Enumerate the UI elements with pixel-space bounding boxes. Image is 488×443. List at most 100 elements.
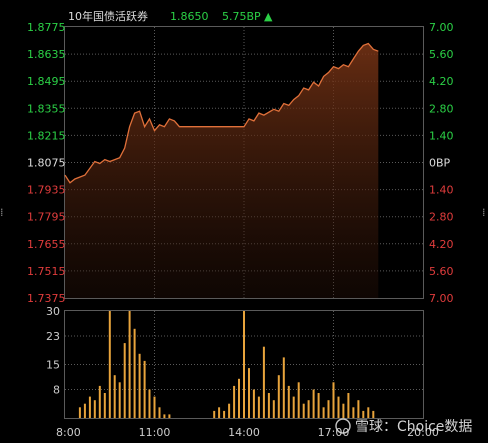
price-tick-label: 1.7795 — [27, 211, 66, 224]
bp-tick-label: 7.00 — [429, 292, 454, 305]
price-area-series — [64, 42, 379, 298]
volume-bar — [93, 400, 96, 418]
watermark: 雪球：Choice数据 — [335, 418, 472, 435]
volume-bar — [262, 346, 265, 418]
price-tick-label: 1.7935 — [27, 184, 66, 197]
watermark-text: 雪球：Choice数据 — [355, 419, 472, 435]
bp-axis-right: 7.00 5.60 4.20 2.80 1.40 0BP 1.40 2.80 4.20 5.60 7… — [429, 21, 454, 305]
time-tick-label: 14:00 — [228, 426, 260, 439]
header-change-arrow: ▲ — [264, 10, 273, 23]
volume-bar — [88, 396, 91, 418]
volume-bar — [342, 403, 345, 418]
bp-tick-label: 5.60 — [429, 265, 454, 278]
price-tick-label: 1.8355 — [27, 102, 66, 115]
price-line — [64, 42, 379, 184]
price-tick-label: 1.7515 — [27, 265, 66, 278]
volume-bar — [128, 311, 131, 418]
volume-tick-label: 8 — [53, 383, 60, 396]
bp-tick-label: 4.20 — [429, 75, 454, 88]
volume-bar — [108, 311, 111, 418]
bp-tick-label: 2.80 — [429, 102, 454, 115]
volume-tick-label: 15 — [46, 359, 60, 372]
volume-bar — [168, 414, 171, 418]
volume-bar — [103, 393, 106, 418]
bp-tick-label: 1.40 — [429, 184, 454, 197]
volume-bar — [362, 410, 365, 418]
volume-bar — [158, 407, 161, 418]
volume-bar — [163, 414, 166, 418]
header-price: 1.8650 — [170, 10, 209, 23]
bp-tick-label: 0BP — [429, 157, 451, 170]
price-panel-frame — [64, 26, 424, 299]
volume-bar — [327, 400, 330, 418]
bp-tick-label: 2.80 — [429, 211, 454, 224]
volume-bar — [223, 410, 226, 418]
bp-tick-label: 7.00 — [429, 21, 454, 34]
volume-bar — [153, 396, 156, 418]
volume-bar — [218, 407, 221, 418]
volume-bar — [138, 353, 141, 418]
price-tick-label: 1.8635 — [27, 48, 66, 61]
time-tick-label: 20:00 — [407, 426, 439, 439]
price-tick-label: 1.8775 — [27, 21, 66, 34]
volume-bar — [98, 385, 101, 418]
right-resize-handle[interactable]: ⁞ — [482, 206, 486, 219]
price-tick-label: 1.7375 — [27, 292, 66, 305]
volume-bar — [372, 410, 375, 418]
volume-bar — [78, 407, 81, 418]
bp-tick-label: 1.40 — [429, 129, 454, 142]
volume-bar — [282, 357, 285, 418]
volume-panel-frame — [64, 310, 424, 419]
volume-bars — [78, 311, 375, 418]
bp-tick-label: 5.60 — [429, 48, 454, 61]
volume-bar — [148, 389, 151, 418]
volume-bar — [243, 311, 245, 418]
volume-bar — [292, 396, 295, 418]
volume-bar — [352, 407, 355, 418]
volume-bar — [367, 407, 370, 418]
time-tick-label: 17:00 — [318, 426, 350, 439]
time-tick-label: 11:00 — [139, 426, 171, 439]
volume-bar — [143, 360, 146, 418]
volume-bar — [347, 393, 350, 418]
volume-bar — [317, 393, 320, 418]
watermark-logo-icon — [335, 418, 351, 434]
left-resize-handle[interactable]: ⁞ — [0, 206, 4, 219]
volume-bar — [332, 382, 335, 418]
volume-bar — [357, 400, 360, 418]
volume-bar — [272, 400, 275, 418]
volume-bar — [113, 375, 116, 418]
instrument-title: 10年国债活跃券 — [68, 9, 148, 23]
price-tick-label: 1.8215 — [27, 129, 66, 142]
volume-bar — [133, 328, 136, 418]
volume-bar — [277, 375, 280, 418]
volume-bar — [123, 343, 126, 418]
volume-bar — [307, 400, 310, 418]
price-tick-label: 1.8075 — [27, 157, 66, 170]
volume-bar — [267, 393, 270, 418]
volume-bar — [287, 385, 290, 418]
volume-bar — [118, 382, 121, 418]
volume-bar — [228, 403, 231, 418]
volume-tick-label: 23 — [46, 330, 60, 343]
volume-bar — [312, 389, 315, 418]
price-tick-label: 1.8495 — [27, 75, 66, 88]
price-axis-left: 1.8775 1.8635 1.8495 1.8355 1.8215 1.8075 1.79… — [27, 21, 66, 305]
volume-bar — [337, 396, 340, 418]
time-tick-label: 8:00 — [56, 426, 81, 439]
volume-bar — [322, 407, 325, 418]
volume-bar — [257, 396, 260, 418]
bp-tick-label: 4.20 — [429, 238, 454, 251]
volume-bar — [233, 385, 236, 418]
volume-tick-label: 30 — [46, 305, 60, 318]
volume-bar — [297, 382, 300, 418]
volume-bar — [248, 368, 250, 418]
price-area-fill — [65, 43, 379, 298]
volume-bar — [213, 410, 216, 418]
volume-bar — [238, 378, 240, 418]
volume-bar — [83, 403, 86, 418]
volume-bar — [302, 403, 305, 418]
volume-axis: 30 23 15 8 — [46, 305, 60, 396]
volume-bar — [252, 389, 255, 418]
time-axis: 8:00 11:00 14:00 17:00 20:00 — [56, 426, 439, 439]
